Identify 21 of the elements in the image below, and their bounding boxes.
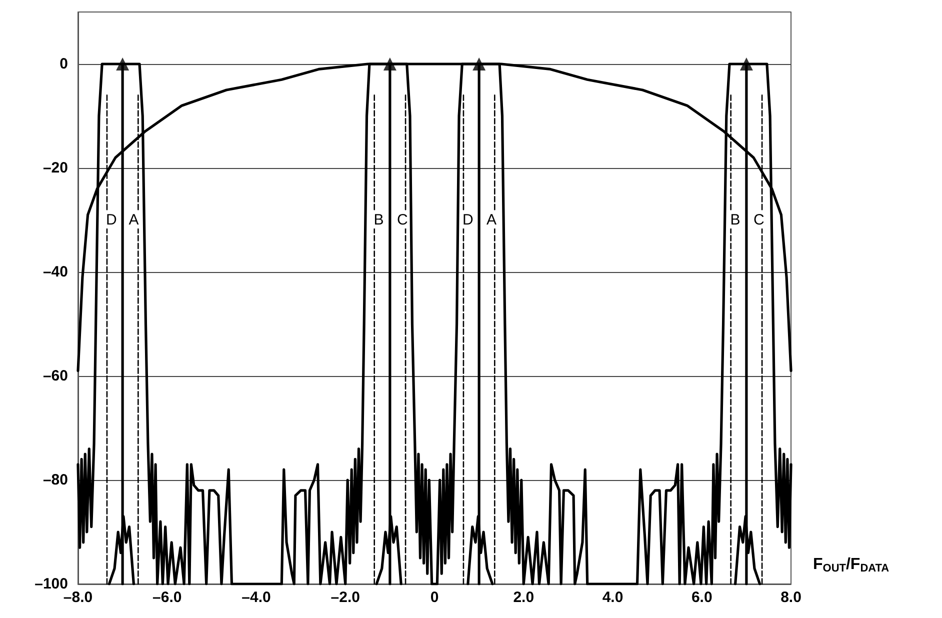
- annotation: B: [730, 212, 740, 228]
- y-tick-label: –80: [42, 472, 68, 488]
- annotation: B: [374, 212, 384, 228]
- annotation: C: [753, 212, 764, 228]
- x-tick-label: –2.0: [330, 589, 360, 606]
- y-tick-label: –20: [42, 160, 68, 176]
- y-tick-label: –60: [42, 368, 68, 384]
- x-tick-label: –6.0: [152, 589, 182, 606]
- y-tick-label: 0: [60, 56, 68, 72]
- x-tick-label: 8.0: [780, 589, 802, 606]
- x-tick-label: –4.0: [242, 589, 271, 606]
- annotation: D: [462, 212, 474, 228]
- y-tick-label: –40: [42, 264, 68, 280]
- x-tick-label: 0: [430, 589, 439, 606]
- x-tick-label: 4.0: [602, 589, 624, 606]
- x-tick-label: 2.0: [513, 589, 534, 606]
- annotation: D: [106, 212, 117, 228]
- x-tick-label: 6.0: [691, 589, 712, 606]
- annotation: A: [128, 212, 139, 228]
- annotation: A: [486, 212, 497, 228]
- annotation: C: [396, 212, 408, 228]
